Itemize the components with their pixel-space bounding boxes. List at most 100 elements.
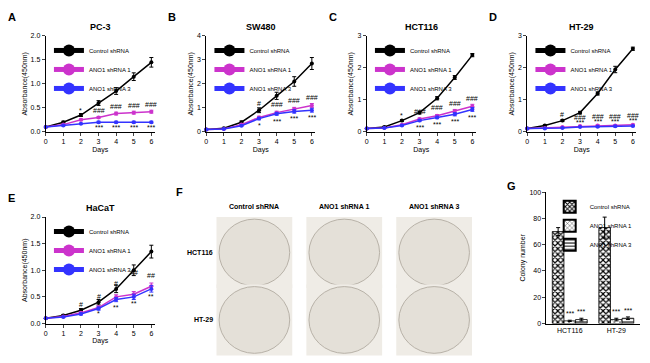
svg-text:3: 3 bbox=[257, 138, 261, 145]
svg-text:ANO1 shRNA 3: ANO1 shRNA 3 bbox=[89, 267, 131, 273]
svg-text:ANO1 shRNA 3: ANO1 shRNA 3 bbox=[409, 203, 459, 210]
svg-text:Colony number: Colony number bbox=[519, 233, 527, 281]
svg-text:4: 4 bbox=[596, 138, 600, 145]
svg-text:SW480: SW480 bbox=[246, 22, 276, 32]
svg-text:***: *** bbox=[308, 114, 316, 121]
svg-text:ANO1 shRNA 1: ANO1 shRNA 1 bbox=[249, 67, 291, 73]
svg-text:0.0: 0.0 bbox=[31, 128, 41, 135]
svg-text:4: 4 bbox=[275, 138, 279, 145]
svg-text:3: 3 bbox=[97, 330, 101, 337]
svg-text:***: *** bbox=[130, 124, 138, 131]
svg-text:###: ### bbox=[145, 101, 157, 108]
svg-text:0.0: 0.0 bbox=[31, 320, 41, 327]
svg-text:0: 0 bbox=[525, 138, 529, 145]
svg-text:2: 2 bbox=[79, 330, 83, 337]
svg-text:5: 5 bbox=[132, 330, 136, 337]
svg-text:Days: Days bbox=[253, 146, 269, 154]
svg-text:HT-29: HT-29 bbox=[194, 316, 213, 323]
svg-text:PC-3: PC-3 bbox=[90, 22, 111, 32]
svg-text:#: # bbox=[97, 293, 101, 300]
svg-text:4: 4 bbox=[435, 138, 439, 145]
svg-text:0: 0 bbox=[537, 320, 541, 327]
svg-text:6: 6 bbox=[310, 138, 314, 145]
svg-text:#: # bbox=[114, 280, 118, 287]
svg-text:1: 1 bbox=[382, 138, 386, 145]
svg-text:HCT116: HCT116 bbox=[557, 327, 583, 334]
svg-text:1.0: 1.0 bbox=[31, 80, 41, 87]
svg-text:0: 0 bbox=[44, 330, 48, 337]
svg-text:2.0: 2.0 bbox=[31, 32, 41, 39]
svg-text:ANO1 shRNA 1: ANO1 shRNA 1 bbox=[319, 203, 369, 210]
svg-text:2: 2 bbox=[239, 138, 243, 145]
svg-text:###: ### bbox=[306, 94, 318, 101]
svg-text:***: *** bbox=[290, 115, 298, 122]
svg-text:ANO1 shRNA 3: ANO1 shRNA 3 bbox=[570, 86, 612, 92]
svg-text:***: *** bbox=[433, 121, 441, 128]
svg-text:Control shRNA: Control shRNA bbox=[249, 48, 289, 54]
svg-text:ANO1 shRNA 1: ANO1 shRNA 1 bbox=[89, 67, 131, 73]
svg-text:2: 2 bbox=[197, 80, 201, 87]
svg-text:#: # bbox=[257, 100, 261, 107]
svg-text:5: 5 bbox=[292, 138, 296, 145]
svg-text:***: *** bbox=[612, 308, 620, 315]
svg-text:ANO1 shRNA 3: ANO1 shRNA 3 bbox=[410, 86, 452, 92]
svg-text:***: *** bbox=[566, 310, 574, 317]
svg-text:ANO1 shRNA 3: ANO1 shRNA 3 bbox=[249, 86, 291, 92]
svg-text:2.0: 2.0 bbox=[31, 213, 41, 220]
svg-text:1: 1 bbox=[222, 138, 226, 145]
svg-text:###: ### bbox=[431, 104, 443, 111]
svg-text:0: 0 bbox=[357, 128, 361, 135]
svg-text:3: 3 bbox=[197, 56, 201, 63]
svg-text:*: * bbox=[97, 310, 100, 317]
svg-text:Control shRNA: Control shRNA bbox=[590, 204, 630, 210]
svg-text:###: ### bbox=[110, 103, 122, 110]
svg-text:**: ** bbox=[131, 300, 137, 307]
svg-text:###: ### bbox=[128, 102, 140, 109]
svg-text:6: 6 bbox=[149, 138, 153, 145]
svg-text:2: 2 bbox=[518, 64, 522, 71]
svg-text:3: 3 bbox=[578, 138, 582, 145]
svg-text:***: *** bbox=[95, 124, 103, 131]
svg-text:Absorbance(450nm): Absorbance(450nm) bbox=[347, 52, 355, 115]
svg-text:Control shRNA: Control shRNA bbox=[570, 48, 610, 54]
svg-text:100: 100 bbox=[529, 189, 541, 196]
svg-text:***: *** bbox=[468, 114, 476, 121]
svg-text:0: 0 bbox=[197, 128, 201, 135]
svg-text:40: 40 bbox=[533, 267, 541, 274]
svg-text:5: 5 bbox=[453, 138, 457, 145]
svg-text:***: *** bbox=[594, 118, 602, 125]
svg-text:Control shRNA: Control shRNA bbox=[89, 48, 129, 54]
svg-text:0.5: 0.5 bbox=[31, 104, 41, 111]
svg-text:3: 3 bbox=[418, 138, 422, 145]
svg-text:***: *** bbox=[416, 124, 424, 131]
svg-text:###: ### bbox=[93, 107, 105, 114]
svg-text:5: 5 bbox=[613, 138, 617, 145]
svg-text:ANO1 shRNA 1: ANO1 shRNA 1 bbox=[590, 223, 632, 229]
svg-text:***: *** bbox=[629, 117, 637, 124]
svg-text:HaCaT: HaCaT bbox=[86, 203, 115, 213]
svg-text:ANO1 shRNA 3: ANO1 shRNA 3 bbox=[590, 242, 632, 248]
svg-text:1: 1 bbox=[197, 104, 201, 111]
svg-text:ANO1 shRNA 1: ANO1 shRNA 1 bbox=[89, 248, 131, 254]
svg-text:0: 0 bbox=[365, 138, 369, 145]
svg-text:*: * bbox=[258, 122, 261, 129]
svg-text:1.5: 1.5 bbox=[31, 56, 41, 63]
svg-text:3: 3 bbox=[518, 32, 522, 39]
svg-text:1: 1 bbox=[543, 138, 547, 145]
svg-text:2: 2 bbox=[357, 64, 361, 71]
svg-text:C: C bbox=[329, 11, 337, 23]
svg-text:Control shRNA: Control shRNA bbox=[410, 48, 450, 54]
svg-text:ANO1 shRNA 3: ANO1 shRNA 3 bbox=[89, 86, 131, 92]
svg-text:1: 1 bbox=[61, 330, 65, 337]
svg-text:HCT116: HCT116 bbox=[187, 249, 213, 256]
svg-text:2: 2 bbox=[400, 138, 404, 145]
svg-text:80: 80 bbox=[533, 215, 541, 222]
svg-text:Absorbance(450nm): Absorbance(450nm) bbox=[187, 52, 195, 115]
svg-text:Days: Days bbox=[92, 146, 108, 154]
svg-text:0.5: 0.5 bbox=[31, 293, 41, 300]
svg-text:###: ### bbox=[288, 97, 300, 104]
svg-text:*: * bbox=[79, 107, 82, 114]
svg-text:Absorbance(450nm): Absorbance(450nm) bbox=[21, 239, 29, 302]
svg-text:###: ### bbox=[414, 108, 426, 115]
svg-text:***: *** bbox=[147, 124, 155, 131]
